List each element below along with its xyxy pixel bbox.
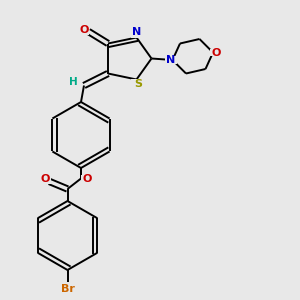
Text: N: N [167, 55, 176, 65]
Text: H: H [69, 77, 78, 87]
Text: O: O [40, 173, 50, 184]
Text: O: O [79, 25, 89, 35]
Bar [81, 175, 92, 182]
Bar [210, 49, 221, 56]
Bar [130, 79, 142, 86]
Text: Br: Br [61, 284, 74, 295]
Text: O: O [211, 47, 221, 58]
Bar [39, 176, 51, 184]
Bar [165, 56, 177, 64]
Bar [131, 31, 142, 38]
Text: O: O [82, 173, 92, 184]
Text: N: N [132, 27, 141, 38]
Bar [79, 28, 89, 35]
Text: S: S [134, 79, 142, 89]
